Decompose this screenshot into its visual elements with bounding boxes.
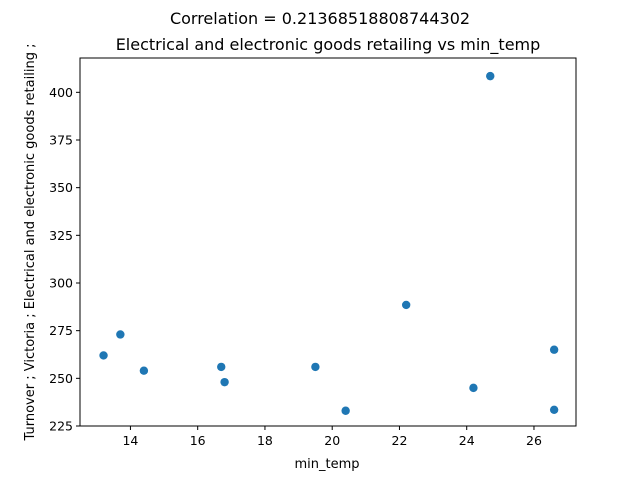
plot-area: 14 16 18 20 22 24 26 225 250 275 300 325 350 375 400 bbox=[49, 57, 577, 448]
x-tick-label: 26 bbox=[526, 433, 542, 448]
data-point bbox=[311, 362, 320, 372]
y-tick-label: 400 bbox=[49, 85, 73, 100]
y-tick-label: 375 bbox=[49, 132, 73, 147]
data-point bbox=[116, 330, 125, 339]
data-point bbox=[401, 300, 411, 310]
x-tick-label: 14 bbox=[122, 433, 138, 448]
data-point bbox=[549, 405, 559, 414]
data-point bbox=[217, 362, 226, 372]
y-tick-label: 300 bbox=[49, 275, 73, 290]
x-axis-label: min_temp bbox=[294, 457, 359, 472]
y-tick-label: 275 bbox=[49, 323, 73, 338]
x-tick-label: 24 bbox=[459, 433, 475, 448]
data-point bbox=[549, 345, 559, 354]
data-point bbox=[486, 71, 495, 81]
data-point bbox=[469, 383, 478, 393]
x-tick-label: 20 bbox=[324, 433, 340, 448]
y-tick-label: 225 bbox=[49, 419, 73, 434]
data-point bbox=[99, 351, 108, 360]
x-tick-label: 18 bbox=[257, 433, 273, 448]
y-tick-label: 250 bbox=[49, 371, 73, 386]
y-tick-label: 350 bbox=[49, 180, 73, 195]
data-point bbox=[139, 366, 149, 375]
data-point bbox=[341, 406, 350, 415]
y-tick-label: 325 bbox=[49, 228, 73, 243]
x-tick-label: 16 bbox=[190, 433, 206, 448]
x-tick-label: 22 bbox=[392, 433, 408, 448]
chart-title: Correlation = 0.21368518808744302 bbox=[170, 9, 470, 28]
plot-frame bbox=[79, 57, 577, 427]
y-axis-label: Turnover ; Victoria ; Electrical and ele… bbox=[23, 44, 38, 442]
chart-subtitle: Electrical and electronic goods retailin… bbox=[116, 35, 541, 55]
data-point bbox=[220, 377, 229, 387]
